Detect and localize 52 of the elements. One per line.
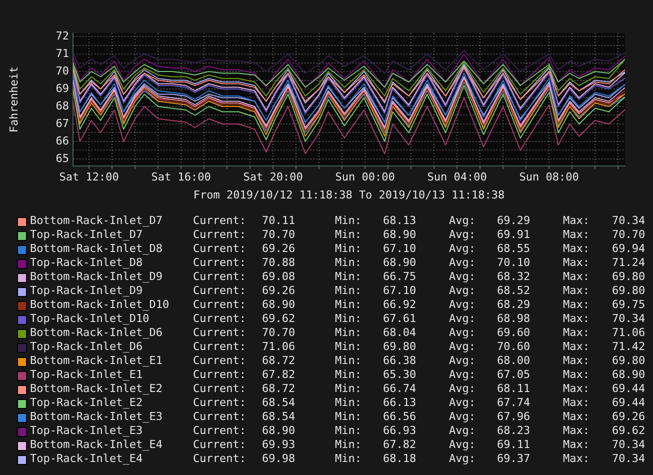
legend-label: Top-Rack-Inlet_D8 xyxy=(30,256,143,270)
text: Current: 69.26 Min: 67.10 Avg: 68.52 Max: 69.80 xyxy=(193,284,646,297)
text: Current: 68.72 Min: 66.38 Avg: 68.00 Max: 69.80 xyxy=(193,354,646,367)
legend-label: Bottom-Rack-Inlet_E2 xyxy=(30,382,162,396)
text: Current: 68.90 Min: 66.92 Avg: 68.29 Max: 69.75 xyxy=(193,298,646,311)
legend-label: Bottom-Rack-Inlet_D6 xyxy=(30,326,162,340)
legend-label: Top-Rack-Inlet_D10 xyxy=(30,312,150,326)
text: Current: 69.98 Min: 68.18 Avg: 69.37 Max: 70.34 xyxy=(193,452,646,465)
legend-label: Top-Rack-Inlet_E4 xyxy=(30,452,143,466)
text: Current: 70.88 Min: 68.90 Avg: 70.10 Max: 71.24 xyxy=(193,256,646,269)
y-tick-label: 69 xyxy=(56,82,69,95)
legend-label: Top-Rack-Inlet_D6 xyxy=(30,340,143,354)
text: Current: 71.06 Min: 69.80 Avg: 70.60 Max: 71.42 xyxy=(193,340,646,353)
text: Current: 70.70 Min: 68.90 Avg: 69.91 Max: 70.70 xyxy=(193,228,646,241)
legend-label: Bottom-Rack-Inlet_D10 xyxy=(30,298,170,312)
x-tick-label: Sat 12:00 xyxy=(59,170,119,184)
y-tick-label: 72 xyxy=(56,29,69,42)
text: Current: 70.11 Min: 68.13 Avg: 69.29 Max: 70.34 xyxy=(193,214,646,227)
text: Current: 69.08 Min: 66.75 Avg: 68.32 Max: 69.80 xyxy=(193,270,646,283)
text: Current: 68.72 Min: 66.74 Avg: 68.11 Max: 69.44 xyxy=(193,382,646,395)
y-tick-label: 66 xyxy=(56,134,69,148)
y-tick-label: 71 xyxy=(56,46,69,60)
text: Current: 69.93 Min: 67.82 Avg: 69.11 Max: 70.34 xyxy=(193,438,646,451)
y-axis-title: Fahrenheit xyxy=(7,66,20,133)
legend-label: Bottom-Rack-Inlet_D7 xyxy=(30,214,162,228)
legend-label: Top-Rack-Inlet_E1 xyxy=(30,368,143,382)
legend-label: Top-Rack-Inlet_E2 xyxy=(30,396,143,410)
legend-label: Bottom-Rack-Inlet_E3 xyxy=(30,410,162,424)
text: Current: 68.54 Min: 66.56 Avg: 67.96 Max: 69.26 xyxy=(193,410,646,423)
x-axis-title: From 2019/10/12 11:18:38 To 2019/10/13 11:18:38 xyxy=(193,188,505,202)
text: Current: 67.82 Min: 65.30 Avg: 67.05 Max: 68.90 xyxy=(193,368,646,381)
x-tick-label: Sun 04:00 xyxy=(427,170,487,184)
text: Current: 70.70 Min: 68.04 Avg: 69.60 Max: 71.06 xyxy=(193,326,646,339)
text: Current: 69.62 Min: 67.61 Avg: 68.98 Max: 70.34 xyxy=(193,312,646,325)
x-tick-label: Sat 16:00 xyxy=(151,170,211,184)
legend-label: Bottom-Rack-Inlet_E4 xyxy=(30,438,162,452)
legend-label: Top-Rack-Inlet_D7 xyxy=(30,228,143,242)
x-tick-label: Sun 00:00 xyxy=(335,170,395,184)
y-tick-label: 70 xyxy=(56,64,69,78)
y-tick-label: 68 xyxy=(56,99,69,112)
legend-label: Bottom-Rack-Inlet_E1 xyxy=(30,354,162,368)
text: Current: 68.54 Min: 66.13 Avg: 67.74 Max: 69.44 xyxy=(193,396,646,409)
y-tick-label: 65 xyxy=(56,152,69,165)
y-tick-label: 67 xyxy=(56,116,69,130)
text: Current: 68.90 Min: 66.93 Avg: 68.23 Max: 69.62 xyxy=(193,424,646,437)
legend-label: Top-Rack-Inlet_D9 xyxy=(30,284,143,298)
legend-label: Bottom-Rack-Inlet_D9 xyxy=(30,270,162,284)
text: Current: 69.26 Min: 67.10 Avg: 68.55 Max: 69.94 xyxy=(193,242,646,255)
x-tick-label: Sun 08:00 xyxy=(519,170,579,184)
x-tick-label: Sat 20:00 xyxy=(243,170,303,184)
legend-label: Bottom-Rack-Inlet_D8 xyxy=(30,242,162,256)
legend-label: Top-Rack-Inlet_E3 xyxy=(30,424,143,438)
